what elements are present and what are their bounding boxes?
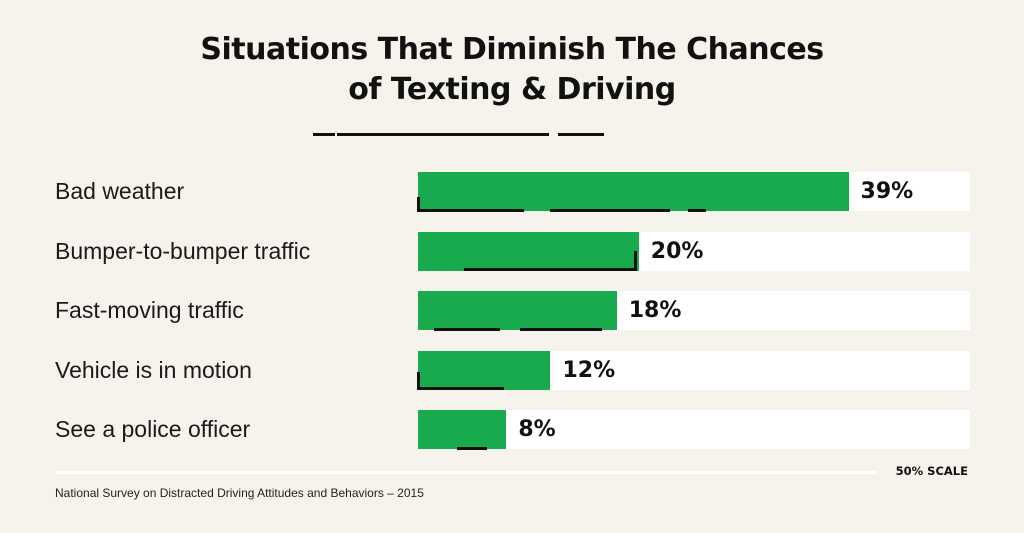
chart-title: Situations That Diminish The Chances of … (0, 30, 1024, 110)
bar (418, 291, 617, 330)
decor-line (417, 197, 420, 212)
bar (418, 350, 551, 390)
category-label: Bumper-to-bumper traffic (55, 237, 311, 264)
bar (418, 231, 639, 271)
decor-line (688, 209, 706, 212)
category-label: See a police officer (55, 416, 251, 442)
category-label: Vehicle is in motion (55, 356, 252, 383)
bar (418, 410, 507, 449)
chart-title-line-1: Situations That Diminish The Chances (200, 32, 824, 67)
bar-track (418, 410, 970, 449)
decor-line (418, 387, 504, 390)
category-label: Fast-moving traffic (55, 297, 244, 323)
decor-line (418, 209, 524, 212)
data-label: 39% (860, 179, 914, 204)
decor-line (550, 209, 670, 212)
data-label: 8% (518, 417, 556, 442)
decor-line (434, 328, 500, 331)
scale-line (55, 471, 877, 474)
title-dash (313, 133, 335, 136)
source-note: National Survey on Distracted Driving At… (55, 486, 424, 500)
decor-line (417, 372, 420, 390)
data-label: 18% (628, 298, 682, 323)
decor-line (634, 251, 637, 271)
title-dash (337, 133, 549, 136)
bar (418, 172, 849, 211)
decor-line (464, 268, 637, 271)
chart-title-line-2: of Texting & Driving (348, 72, 676, 107)
scale-label: 50% SCALE (895, 464, 968, 478)
data-label: 20% (650, 238, 704, 264)
decor-line (457, 447, 487, 450)
decor-line (520, 328, 602, 331)
title-dash (558, 133, 604, 136)
category-label: Bad weather (55, 178, 185, 204)
data-label: 12% (562, 357, 616, 383)
